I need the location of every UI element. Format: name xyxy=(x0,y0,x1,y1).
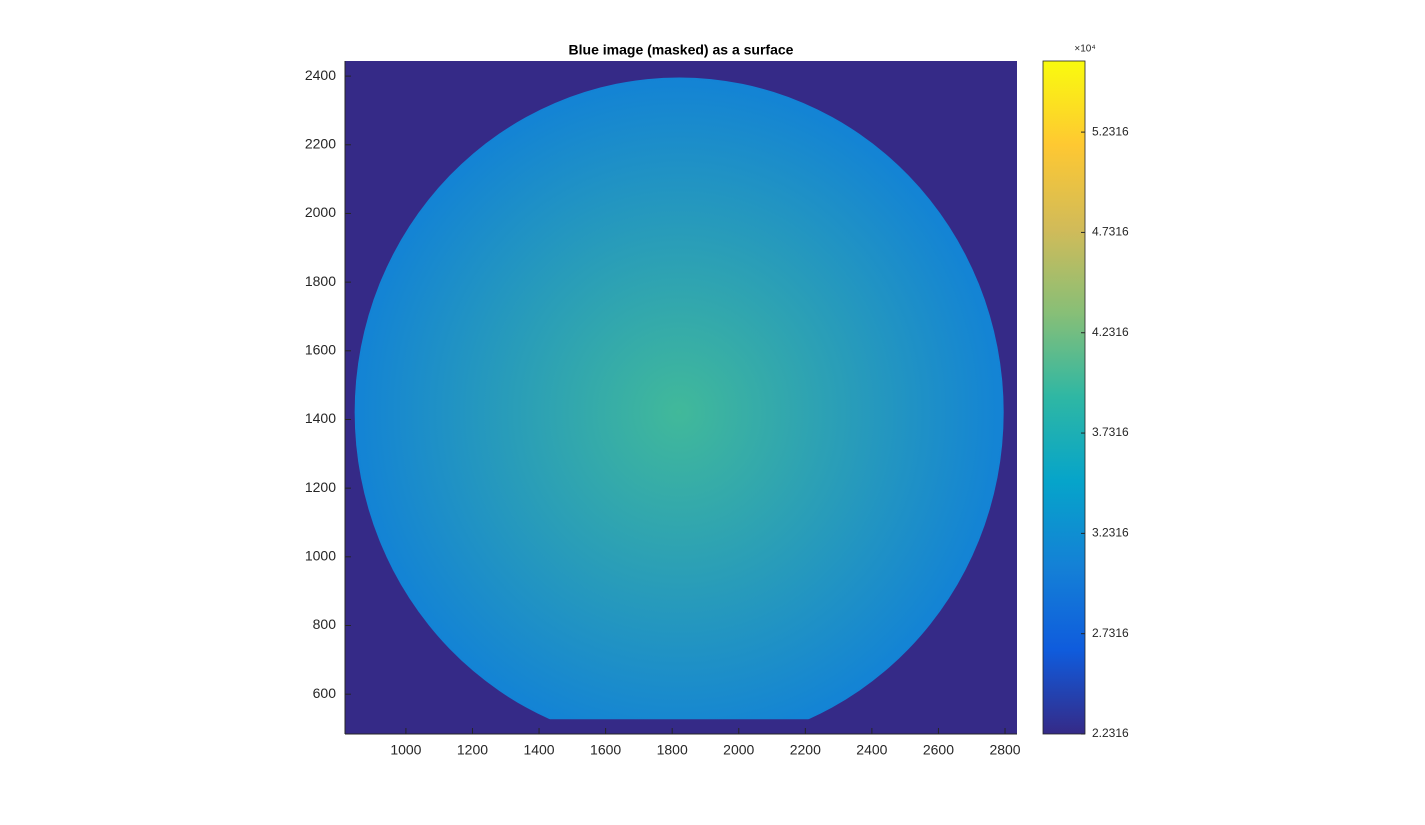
colorbar-tick-label: 4.2316 xyxy=(1092,325,1129,339)
colorbar-tick-label: 2.2316 xyxy=(1092,726,1129,740)
y-tick-label: 1800 xyxy=(305,273,336,289)
x-tick-label: 1000 xyxy=(390,742,421,758)
y-tick-label: 1400 xyxy=(305,410,336,426)
x-tick-label: 1600 xyxy=(590,742,621,758)
y-tick-label: 2000 xyxy=(305,204,336,220)
y-tick-label: 1600 xyxy=(305,342,336,358)
y-tick-label: 1000 xyxy=(305,548,336,564)
x-tick-label: 1400 xyxy=(523,742,554,758)
colorbar-tick-label: 3.2316 xyxy=(1092,526,1129,540)
y-tick-label: 1200 xyxy=(305,479,336,495)
x-tick-label: 2600 xyxy=(923,742,954,758)
colorbar-tick-label: 3.7316 xyxy=(1092,425,1129,439)
colorbar-exponent: ×10⁴ xyxy=(1074,44,1095,55)
chart-title: Blue image (masked) as a surface xyxy=(569,42,794,58)
masked-surface xyxy=(354,77,1004,720)
colorbar-tick-label: 5.2316 xyxy=(1092,124,1129,138)
x-tick-label: 2200 xyxy=(790,742,821,758)
colorbar-tick-label: 2.7316 xyxy=(1092,626,1129,640)
y-tick-label: 800 xyxy=(313,616,337,632)
colorbar-tick-label: 4.7316 xyxy=(1092,225,1129,239)
x-tick-label: 1800 xyxy=(657,742,688,758)
y-tick-label: 600 xyxy=(313,685,337,701)
x-tick-label: 1200 xyxy=(457,742,488,758)
colorbar xyxy=(1042,60,1086,735)
x-tick-label: 2000 xyxy=(723,742,754,758)
x-tick-label: 2400 xyxy=(856,742,887,758)
y-tick-label: 2400 xyxy=(305,67,336,83)
x-tick-label: 2800 xyxy=(989,742,1020,758)
y-tick-label: 2200 xyxy=(305,135,336,151)
